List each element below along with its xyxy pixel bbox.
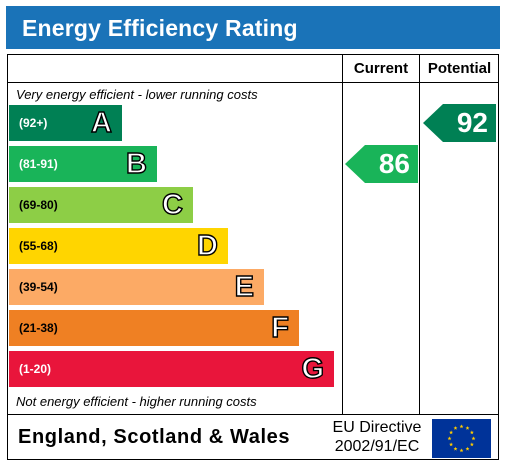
- band-g-range: (1-20): [19, 362, 52, 376]
- potential-column-divider: [419, 54, 420, 415]
- band-a-range: (92+): [19, 116, 48, 130]
- footer-country: England, Scotland & Wales: [18, 426, 291, 448]
- eu-star-icon: [465, 446, 470, 451]
- eu-directive-line1: EU Directive: [332, 419, 422, 436]
- eu-directive: EU Directive 2002/91/EC: [326, 418, 428, 456]
- band-b: (81-91) B: [9, 146, 157, 182]
- band-d-range: (55-68): [19, 239, 58, 253]
- band-b-letter: B: [125, 147, 147, 180]
- eu-star-icon: [459, 448, 464, 453]
- band-a-letter: A: [90, 106, 112, 139]
- rating-table: [7, 54, 499, 460]
- eu-star-icon: [453, 426, 458, 430]
- footer-divider: [7, 414, 499, 415]
- bottom-note: Not energy efficient - higher running co…: [16, 394, 257, 409]
- potential-rating-value: 92: [456, 107, 488, 138]
- band-c-letter: C: [161, 188, 183, 221]
- band-g: (1-20) G: [9, 351, 334, 387]
- eu-star-icon: [453, 446, 458, 451]
- eu-star-icon: [447, 436, 452, 441]
- eu-star-icon: [471, 436, 476, 441]
- band-c: (69-80) C: [9, 187, 193, 223]
- band-c-range: (69-80): [19, 198, 58, 212]
- current-column-divider: [342, 54, 343, 415]
- top-note: Very energy efficient - lower running co…: [16, 87, 258, 102]
- band-f: (21-38) F: [9, 310, 299, 346]
- band-e-letter: E: [234, 270, 255, 303]
- current-column-header: Current: [353, 60, 409, 77]
- band-e-range: (39-54): [19, 280, 58, 294]
- eu-directive-line2: 2002/91/EC: [334, 438, 420, 455]
- header-divider: [7, 82, 499, 83]
- band-d-letter: D: [196, 229, 218, 262]
- eu-star-icon: [449, 442, 454, 447]
- eu-star-icon: [469, 430, 474, 435]
- band-d: (55-68) D: [9, 228, 228, 264]
- eu-star-icon: [469, 442, 474, 447]
- band-f-letter: F: [271, 311, 290, 344]
- eu-star-icon: [465, 426, 470, 430]
- eu-star-icon: [449, 430, 454, 435]
- title-bar: Energy Efficiency Rating: [6, 6, 500, 49]
- band-f-range: (21-38): [19, 321, 58, 335]
- band-g-letter: G: [301, 352, 325, 385]
- band-a: (92+) A: [9, 105, 122, 141]
- eu-star-icon: [459, 424, 464, 429]
- chart-title: Energy Efficiency Rating: [22, 15, 298, 41]
- potential-column-header: Potential: [427, 60, 492, 77]
- band-b-range: (81-91): [19, 157, 58, 171]
- current-rating-value: 86: [378, 148, 410, 179]
- band-e: (39-54) E: [9, 269, 264, 305]
- eu-flag-icon: [432, 419, 491, 458]
